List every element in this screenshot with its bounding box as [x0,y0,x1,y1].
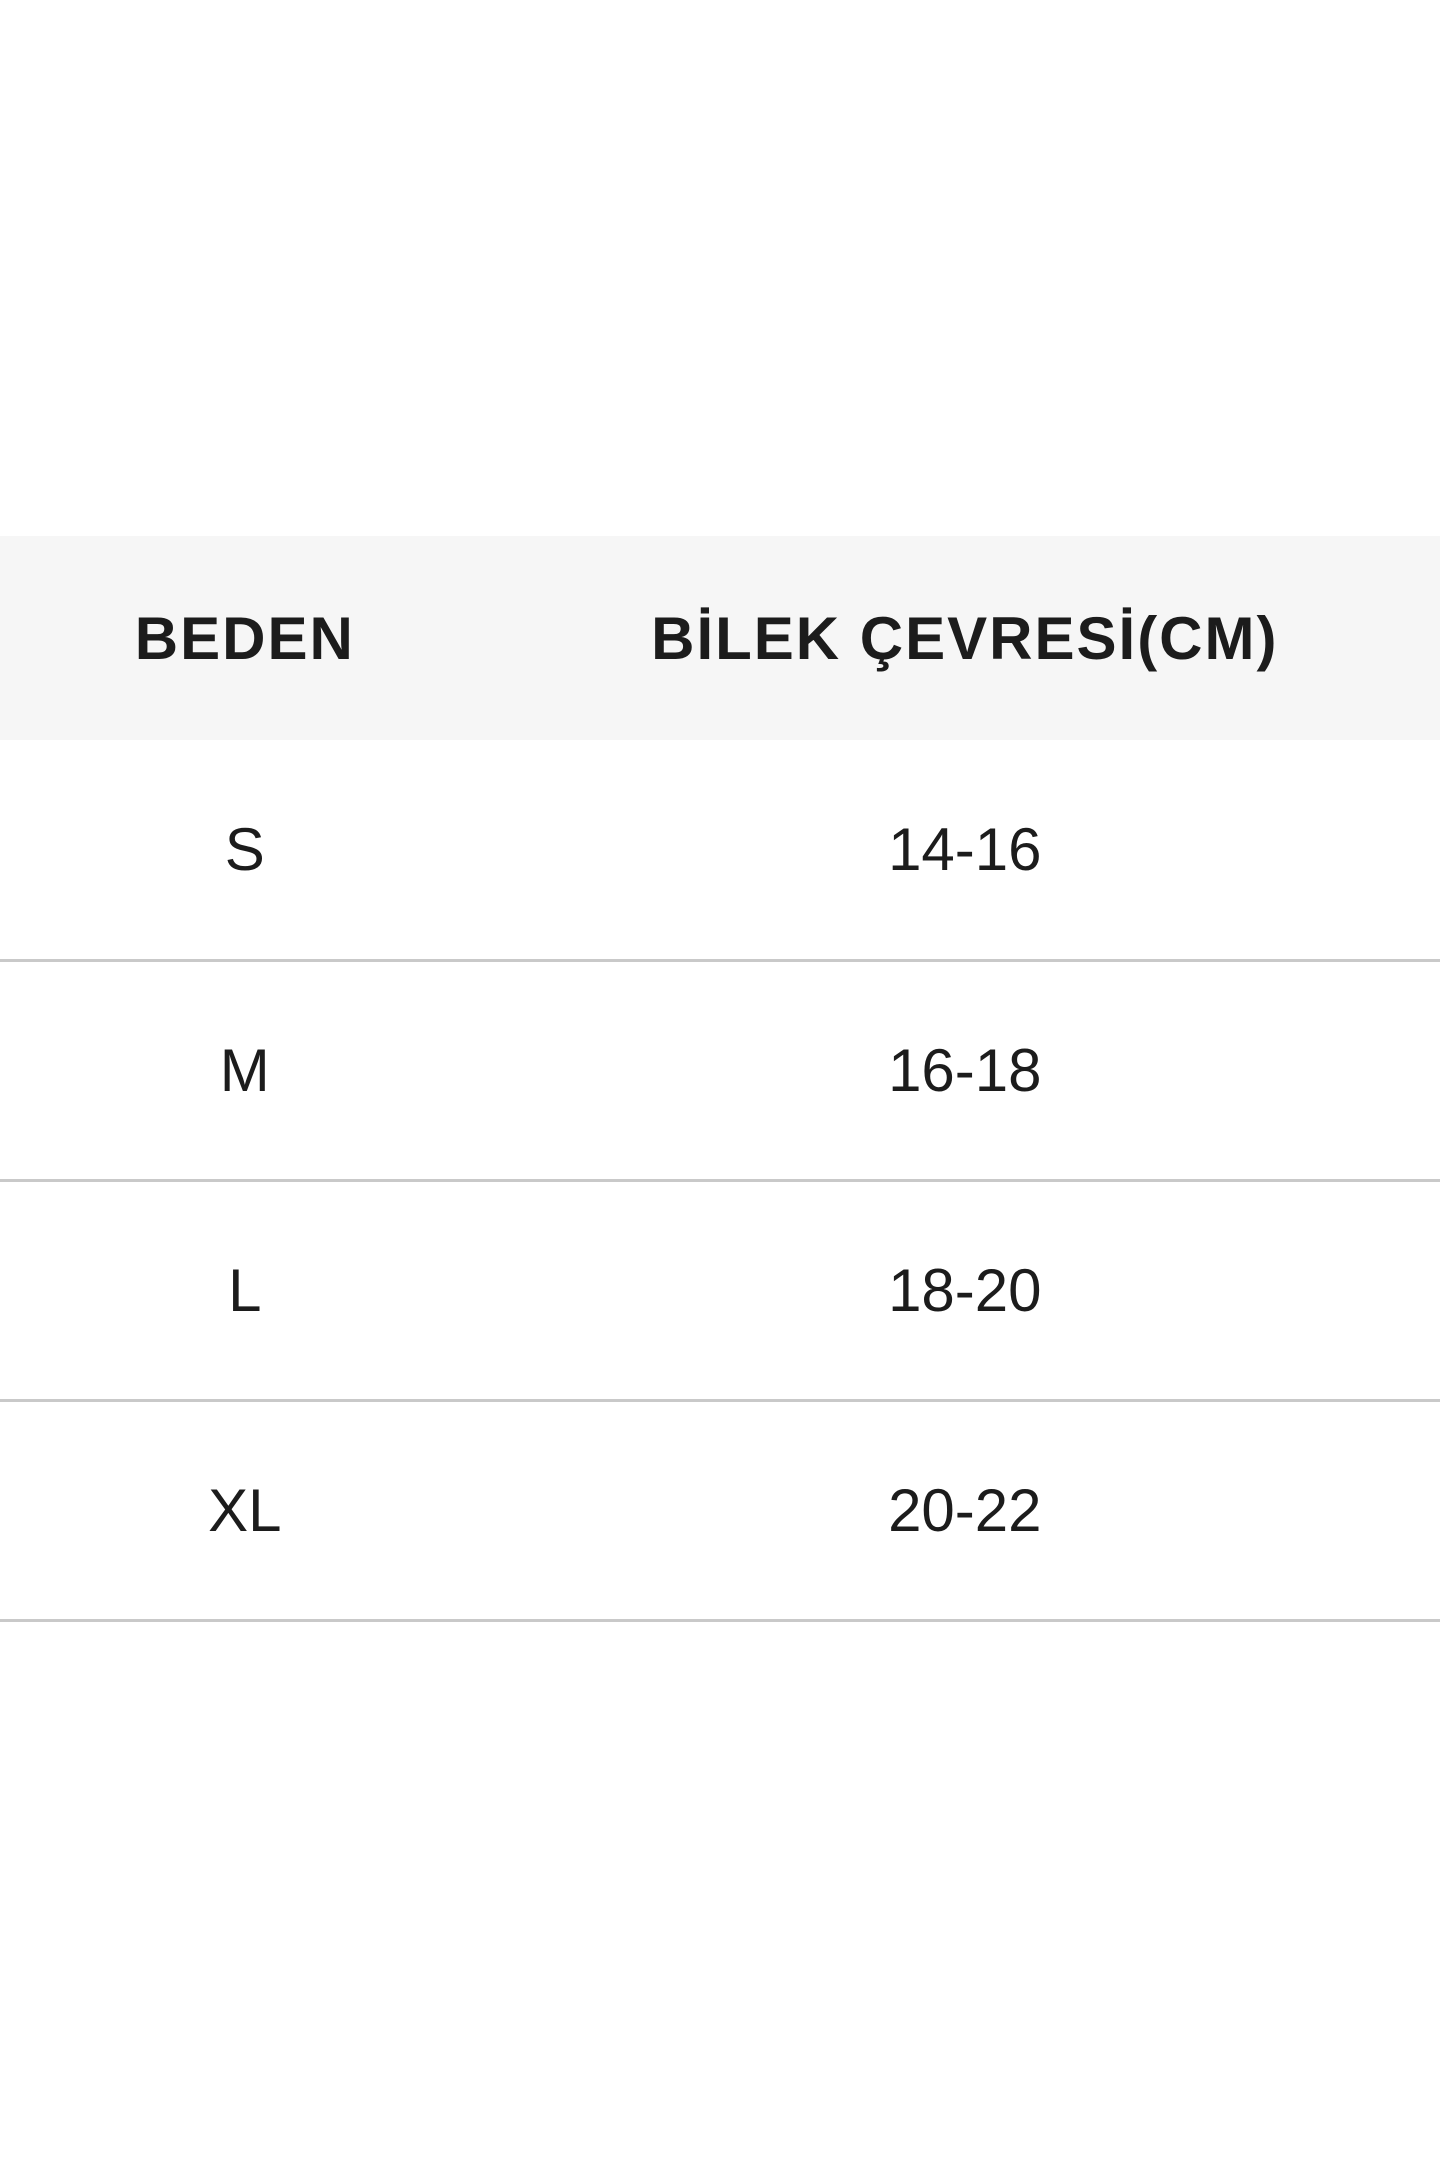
column-header-wrist-circumference: BİLEK ÇEVRESİ(CM) [651,604,1279,672]
table-row: L 18-20 [0,1180,1440,1400]
size-cell: M [219,1036,270,1104]
wrist-range-cell: 18-20 [888,1256,1042,1324]
wrist-range-cell: 16-18 [888,1036,1042,1104]
size-chart-table: BEDEN BİLEK ÇEVRESİ(CM) S 14-16 M 16-18 … [0,536,1440,1622]
size-cell: XL [208,1476,282,1544]
column-header-size: BEDEN [134,604,355,672]
wrist-range-cell: 20-22 [888,1476,1042,1544]
table-row: XL 20-22 [0,1400,1440,1620]
size-cell: L [228,1256,262,1324]
table-header-row: BEDEN BİLEK ÇEVRESİ(CM) [0,536,1440,740]
table-row: M 16-18 [0,960,1440,1180]
table-row: S 14-16 [0,740,1440,960]
wrist-range-cell: 14-16 [888,815,1042,883]
size-cell: S [224,815,265,883]
